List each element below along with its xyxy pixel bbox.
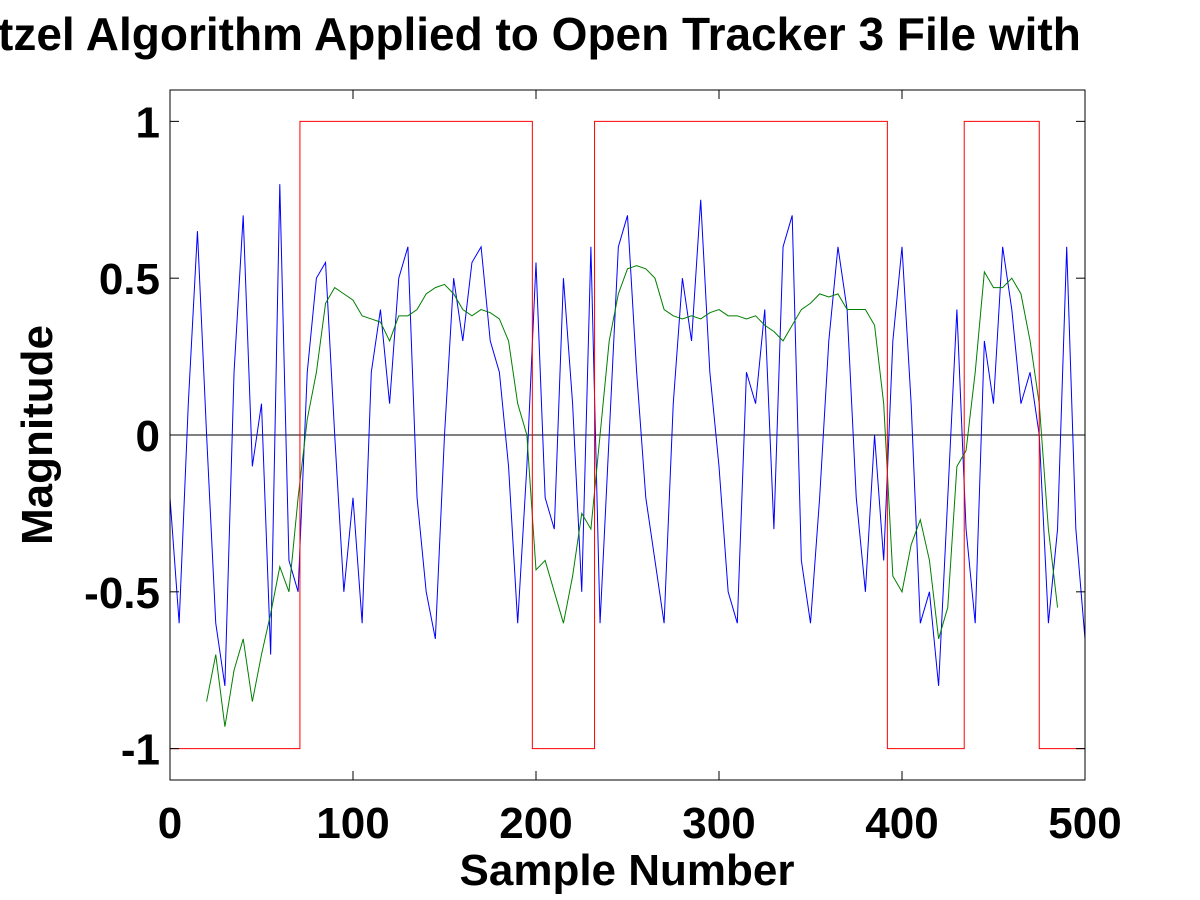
chart-title: tzel Algorithm Applied to Open Tracker 3… — [0, 8, 1081, 60]
series-line — [206, 265, 1059, 727]
y-axis-label: Magnitude — [13, 325, 62, 545]
x-tick-label: 400 — [865, 799, 938, 848]
x-tick-label: 500 — [1048, 799, 1121, 848]
series-line — [170, 120, 1085, 750]
y-tick-label: -1 — [121, 726, 160, 775]
y-tick-label: -0.5 — [84, 569, 160, 618]
x-axis-label: Sample Number — [460, 846, 795, 895]
y-tick-label: 1 — [136, 98, 160, 147]
x-tick-label: 0 — [158, 799, 182, 848]
series-line — [169, 184, 1086, 686]
y-tick-label: 0.5 — [99, 255, 160, 304]
x-tick-label: 300 — [682, 799, 755, 848]
x-tick-label: 100 — [316, 799, 389, 848]
x-tick-label: 200 — [499, 799, 572, 848]
y-tick-label: 0 — [136, 412, 160, 461]
